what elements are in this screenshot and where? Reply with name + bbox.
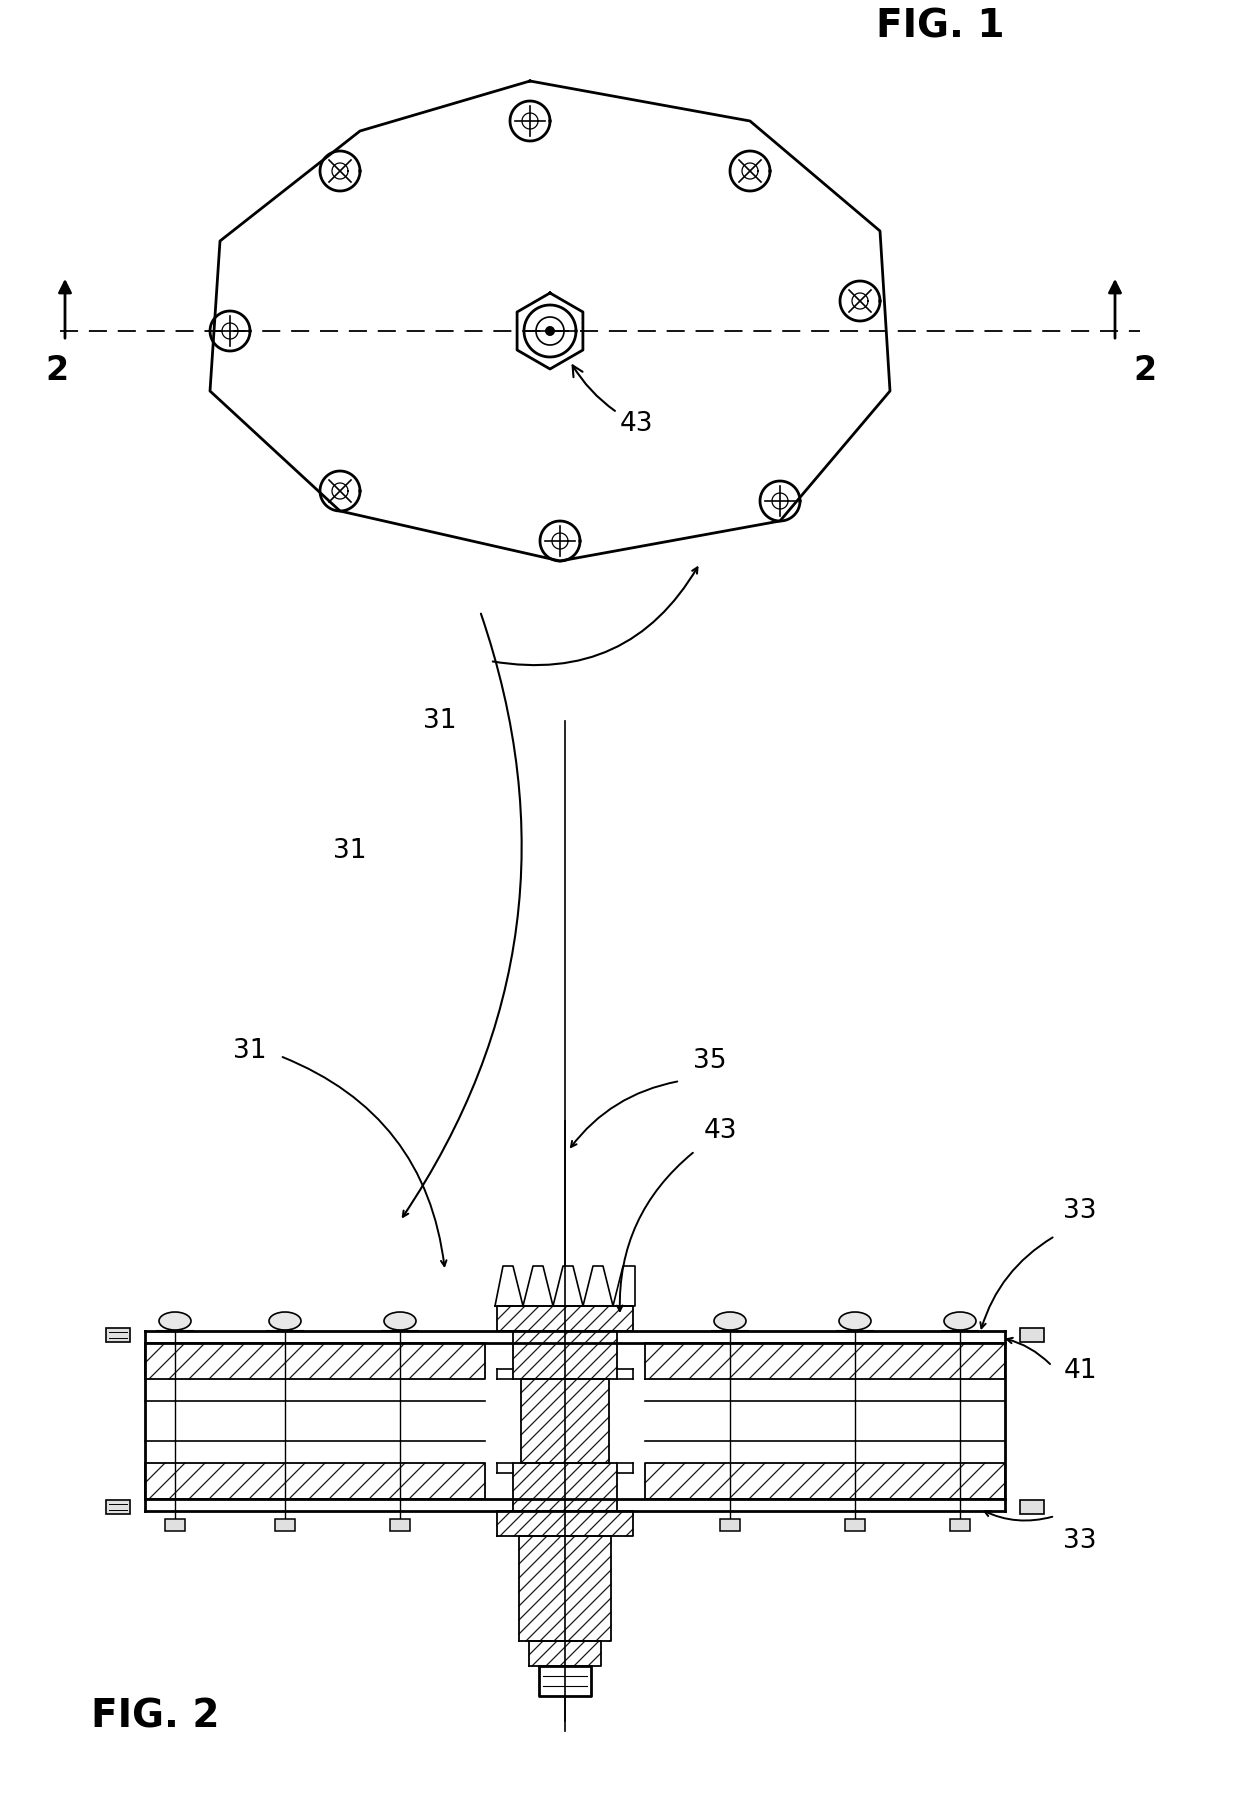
Polygon shape bbox=[546, 328, 554, 335]
Bar bbox=[391, 1519, 410, 1530]
Bar bbox=[105, 1500, 130, 1514]
Text: 33: 33 bbox=[1063, 1528, 1096, 1554]
Text: 43: 43 bbox=[703, 1117, 737, 1145]
Text: 35: 35 bbox=[693, 1049, 727, 1074]
Bar bbox=[1021, 1500, 1044, 1514]
Bar bbox=[165, 1519, 185, 1530]
Text: 41: 41 bbox=[1063, 1358, 1096, 1384]
Ellipse shape bbox=[714, 1311, 746, 1329]
Ellipse shape bbox=[269, 1311, 301, 1329]
Ellipse shape bbox=[384, 1311, 415, 1329]
Text: FIG. 2: FIG. 2 bbox=[91, 1697, 219, 1735]
Ellipse shape bbox=[839, 1311, 870, 1329]
Text: 2: 2 bbox=[1133, 355, 1157, 388]
Bar bbox=[950, 1519, 970, 1530]
Text: 31: 31 bbox=[233, 1038, 267, 1065]
Text: 31: 31 bbox=[334, 838, 367, 864]
Bar bbox=[720, 1519, 740, 1530]
Bar bbox=[275, 1519, 295, 1530]
Text: 33: 33 bbox=[1063, 1199, 1096, 1224]
Bar bbox=[844, 1519, 866, 1530]
Bar bbox=[1021, 1327, 1044, 1342]
Ellipse shape bbox=[159, 1311, 191, 1329]
Bar bbox=[105, 1327, 130, 1342]
Ellipse shape bbox=[944, 1311, 976, 1329]
Text: 2: 2 bbox=[46, 355, 68, 388]
Text: 43: 43 bbox=[573, 366, 653, 436]
Text: 31: 31 bbox=[423, 708, 456, 733]
Text: FIG. 1: FIG. 1 bbox=[875, 7, 1004, 45]
